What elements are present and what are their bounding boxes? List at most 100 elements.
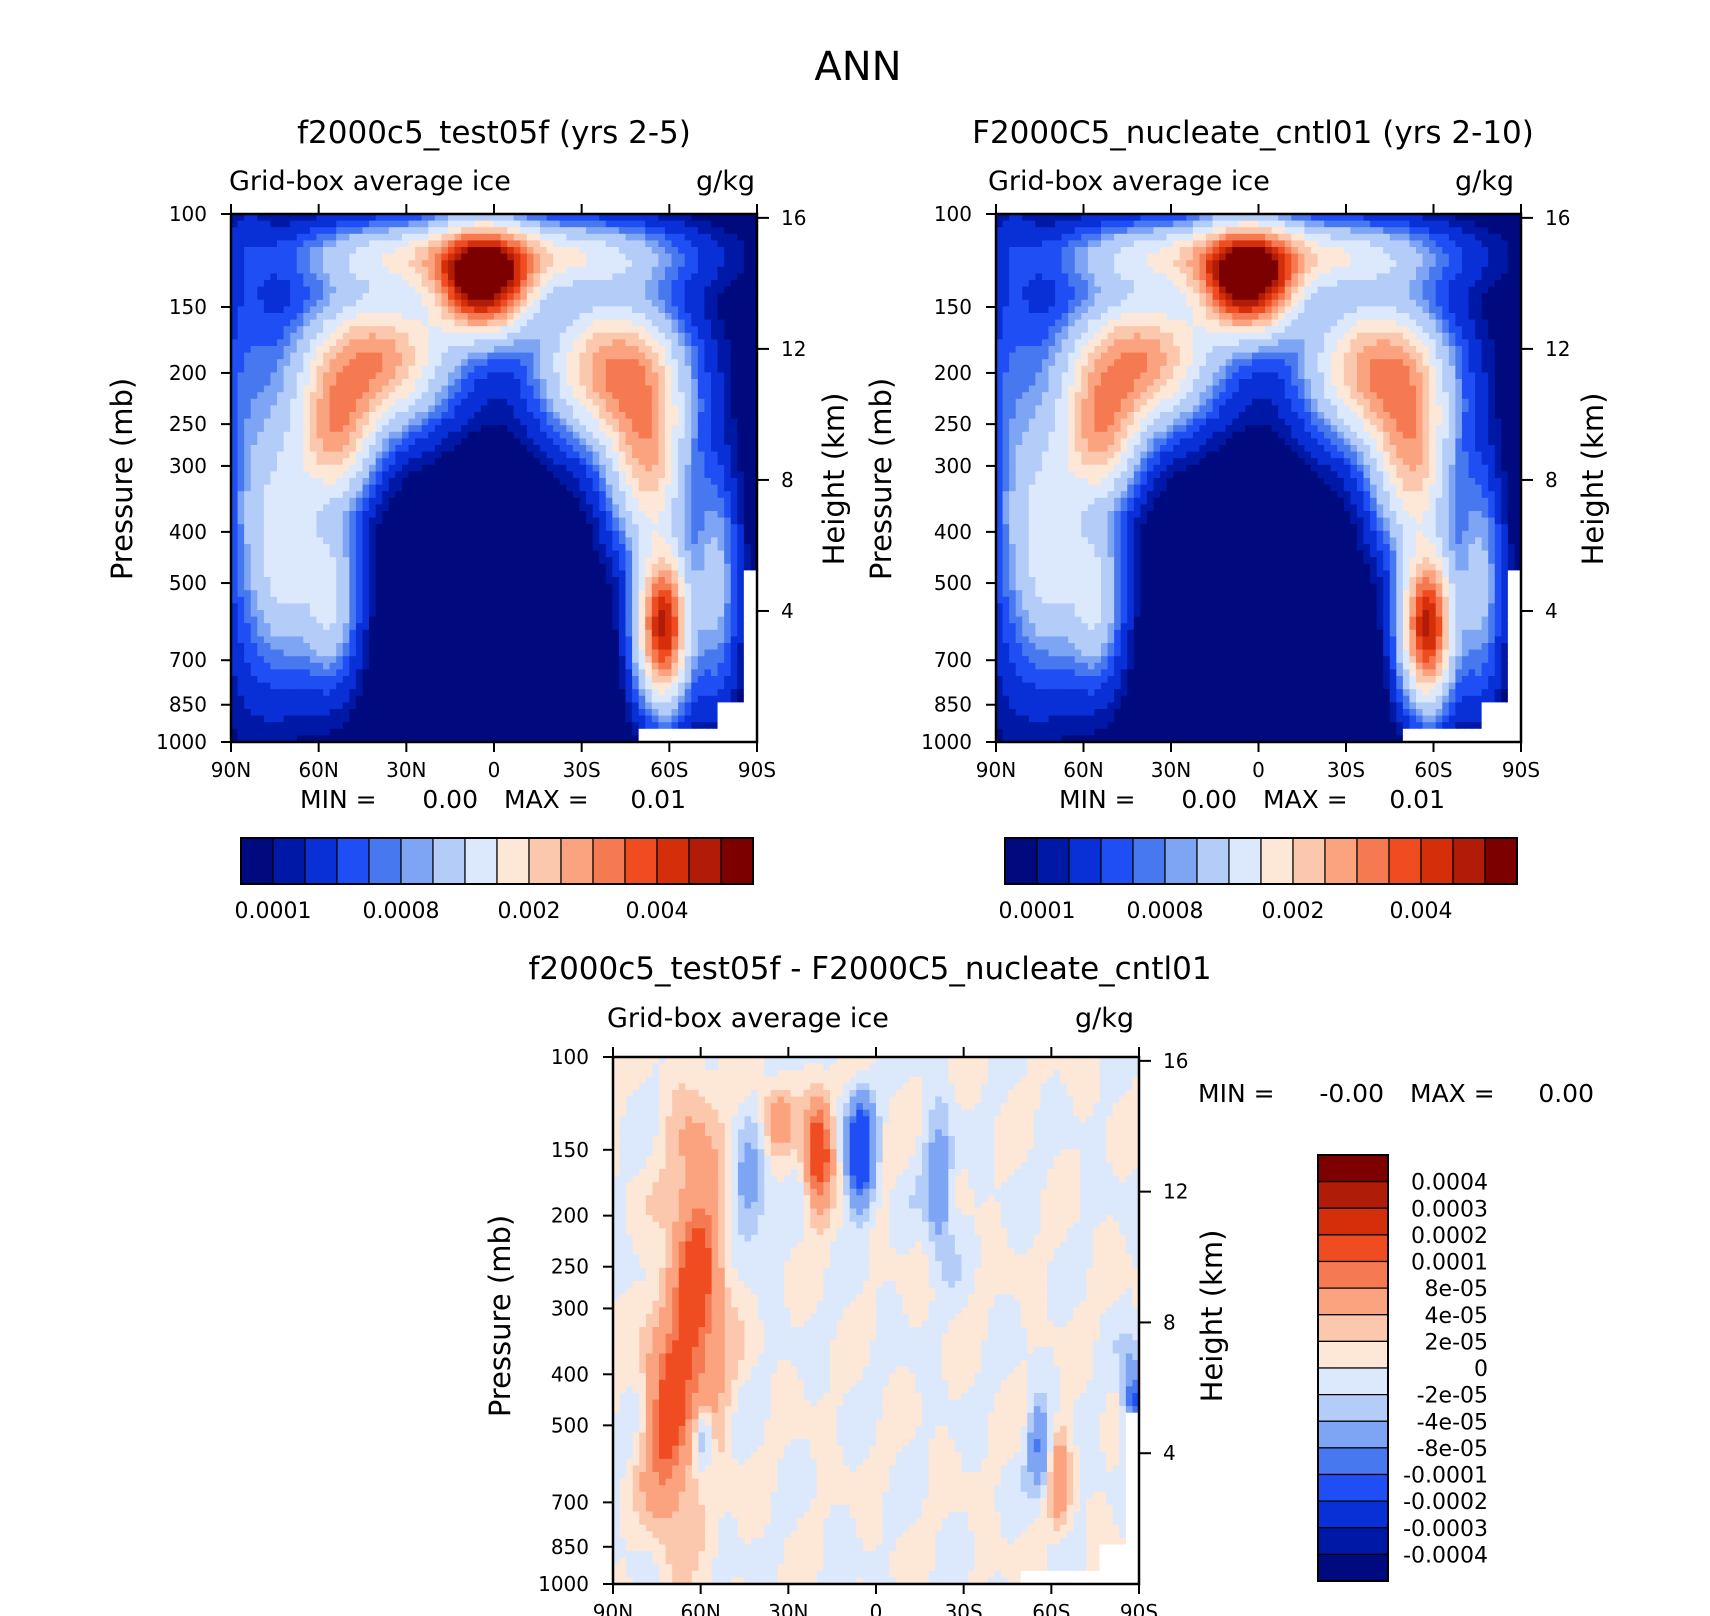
field-cell [731, 221, 738, 228]
field-cell [547, 353, 554, 360]
field-cell [422, 293, 429, 300]
field-cell [639, 306, 646, 313]
field-cell [349, 293, 356, 300]
field-cell [316, 366, 323, 373]
field-cell [619, 227, 626, 234]
field-cell [579, 227, 586, 234]
field-cell [264, 287, 271, 294]
field-cell [566, 339, 573, 346]
field-cell [658, 267, 665, 274]
field-cell [494, 333, 501, 340]
field-cell [428, 300, 435, 307]
field-cell [566, 306, 573, 313]
field-cell [520, 313, 527, 320]
field-cell [363, 346, 370, 353]
field-cell [257, 366, 264, 373]
field-cell [487, 280, 494, 287]
field-cell [468, 267, 475, 274]
field-cell [395, 326, 402, 333]
field-cell [672, 287, 679, 294]
field-cell [547, 287, 554, 294]
field-cell [323, 254, 330, 261]
field-cell [514, 240, 521, 247]
field-cell [494, 306, 501, 313]
field-cell [731, 300, 738, 307]
field-cell [389, 254, 396, 261]
field-cell [520, 326, 527, 333]
field-cell [685, 260, 692, 267]
field-cell [316, 273, 323, 280]
field-cell [264, 227, 271, 234]
field-cell [356, 326, 363, 333]
field-cell [284, 293, 291, 300]
field-cell [718, 333, 725, 340]
field-cell [382, 339, 389, 346]
field-cell [461, 267, 468, 274]
field-cell [284, 313, 291, 320]
field-cell [553, 346, 560, 353]
field-cell [369, 346, 376, 353]
field-cell [481, 366, 488, 373]
field-cell [724, 221, 731, 228]
field-cell [402, 353, 409, 360]
field-cell [645, 326, 652, 333]
field-cell [487, 339, 494, 346]
field-cell [481, 353, 488, 360]
field-cell [514, 280, 521, 287]
field-cell [349, 313, 356, 320]
field-cell [606, 313, 613, 320]
field-cell [251, 320, 258, 327]
field-cell [264, 366, 271, 373]
field-cell [711, 240, 718, 247]
field-cell [238, 260, 245, 267]
field-cell [652, 267, 659, 274]
field-cell [310, 320, 317, 327]
field-cell [685, 240, 692, 247]
field-cell [435, 346, 442, 353]
field-cell [744, 227, 751, 234]
field-cell [698, 247, 705, 254]
field-cell [251, 221, 258, 228]
field-cell [566, 280, 573, 287]
field-cell [731, 267, 738, 274]
field-cell [428, 267, 435, 274]
field-cell [284, 333, 291, 340]
field-cell [632, 221, 639, 228]
field-cell [619, 306, 626, 313]
field-cell [461, 273, 468, 280]
field-cell [428, 234, 435, 241]
field-cell [415, 287, 422, 294]
field-cell [606, 280, 613, 287]
field-cell [566, 267, 573, 274]
field-cell [349, 353, 356, 360]
field-cell [593, 353, 600, 360]
field-cell [461, 366, 468, 373]
field-cell [481, 326, 488, 333]
field-cell [704, 293, 711, 300]
field-cell [330, 221, 337, 228]
field-cell [704, 234, 711, 241]
field-cell [632, 260, 639, 267]
field-cell [257, 287, 264, 294]
field-cell [632, 339, 639, 346]
field-cell [277, 273, 284, 280]
field-cell [238, 280, 245, 287]
field-cell [402, 247, 409, 254]
field-cell [619, 313, 626, 320]
field-cell [323, 221, 330, 228]
field-cell [468, 254, 475, 261]
field-cell [645, 320, 652, 327]
field-cell [343, 260, 350, 267]
field-cell [330, 293, 337, 300]
field-cell [514, 287, 521, 294]
field-cell [290, 366, 297, 373]
field-cell [599, 287, 606, 294]
field-cell [468, 346, 475, 353]
field-cell [323, 353, 330, 360]
field-cell [487, 346, 494, 353]
field-cell [363, 280, 370, 287]
field-cell [336, 359, 343, 366]
field-cell [389, 300, 396, 307]
field-cell [560, 306, 567, 313]
field-cell [658, 333, 665, 340]
